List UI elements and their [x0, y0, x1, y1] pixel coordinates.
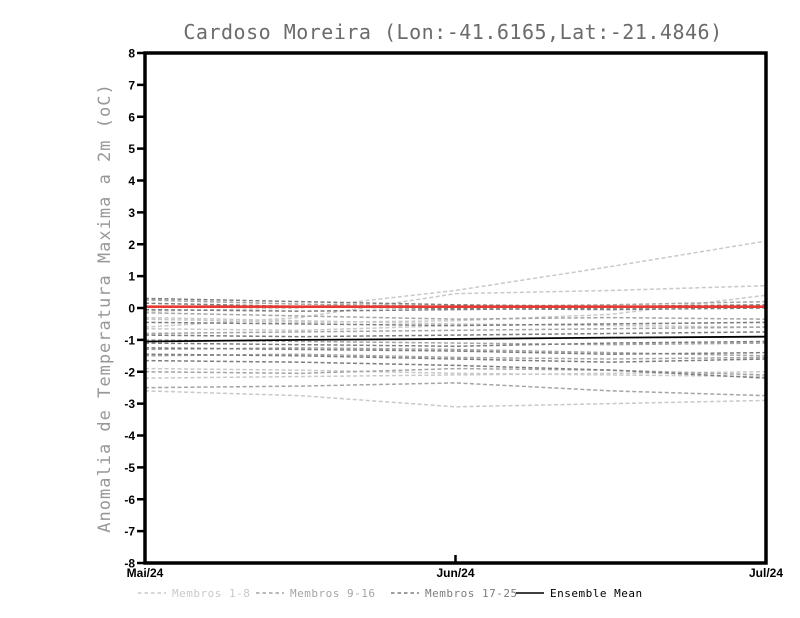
y-tick-label: -5 — [124, 461, 135, 475]
y-tick-label: -2 — [124, 365, 135, 379]
ensemble-mean-line — [144, 335, 767, 343]
x-axis-ticks: Mai/24 Jun/24 Jul/24 — [127, 555, 783, 580]
y-tick-label: -8 — [124, 557, 135, 571]
legend-label-membros-1-8: Membros 1-8 — [172, 587, 250, 600]
x-tick-label: Jul/24 — [749, 566, 783, 580]
y-tick-label: 7 — [128, 78, 135, 92]
ensemble-member-line — [144, 240, 767, 312]
legend-label-membros-17-25: Membros 17-25 — [425, 587, 518, 600]
ensemble-member-line — [144, 321, 767, 327]
ensemble-member-line — [144, 347, 767, 355]
y-tick-label: 0 — [128, 302, 135, 316]
ensemble-member-line — [144, 312, 767, 320]
x-tick-label: Mai/24 — [127, 566, 164, 580]
y-tick-label: 1 — [128, 270, 135, 284]
ensemble-member-line — [144, 284, 767, 328]
legend-label-membros-9-16: Membros 9-16 — [290, 587, 375, 600]
legend-label-ensemble-mean: Ensemble Mean — [550, 587, 643, 600]
y-tick-label: 8 — [128, 47, 135, 61]
y-tick-label: -4 — [124, 429, 135, 443]
y-tick-label: -6 — [124, 493, 135, 507]
y-tick-label: 3 — [128, 206, 135, 220]
y-tick-label: 5 — [128, 142, 135, 156]
y-axis-ticks: 8 7 6 5 4 3 2 1 0 -1 -2 -3 -4 -5 -6 -7 -8 — [124, 47, 145, 571]
y-tick-label: -1 — [124, 333, 135, 347]
x-tick-label: Jun/24 — [436, 566, 474, 580]
y-tick-label: 6 — [128, 110, 135, 124]
y-axis-label: Anomalia de Temperatura Maxima a 2m (oC) — [95, 83, 115, 532]
y-tick-label: -3 — [124, 397, 135, 411]
legend: Membros 1-8 Membros 9-16 Membros 17-25 E… — [138, 587, 643, 600]
y-tick-label: 2 — [128, 238, 135, 252]
y-tick-label: 4 — [128, 174, 135, 188]
series-lines — [144, 240, 767, 408]
plot-frame — [143, 51, 768, 565]
chart-title: Cardoso Moreira (Lon:-41.6165,Lat:-21.48… — [183, 20, 722, 44]
ensemble-member-line — [144, 316, 767, 328]
y-tick-label: -7 — [124, 525, 135, 539]
